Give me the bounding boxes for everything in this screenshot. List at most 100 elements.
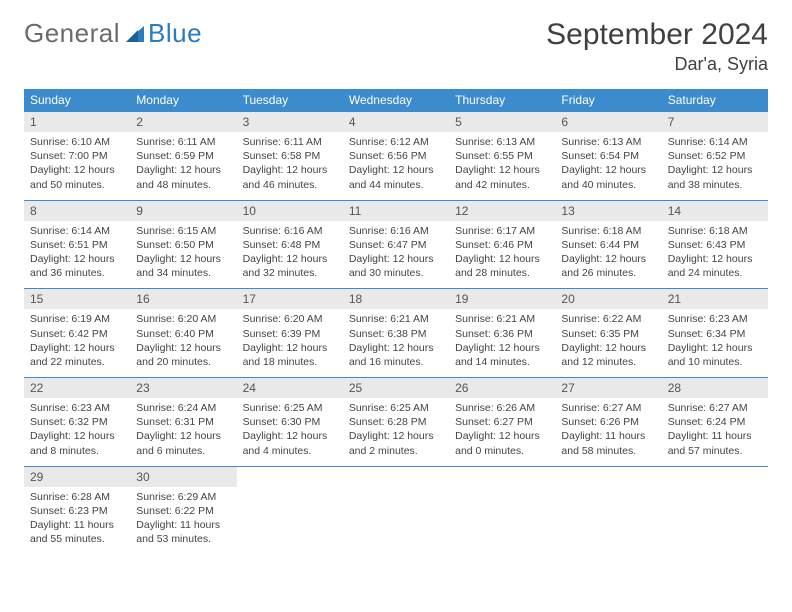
title-block: September 2024 Dar'a, Syria [546, 18, 768, 75]
daylight-text: Daylight: 11 hours and 55 minutes. [30, 518, 124, 546]
day-number: 13 [555, 200, 661, 221]
day-number: 20 [555, 289, 661, 310]
daylight-text: Daylight: 11 hours and 58 minutes. [561, 429, 655, 457]
sunset-text: Sunset: 6:30 PM [243, 415, 337, 429]
empty-day-number [237, 466, 343, 487]
sunset-text: Sunset: 6:34 PM [668, 327, 762, 341]
logo-text-general: General [24, 18, 120, 49]
week-number-row: 891011121314 [24, 200, 768, 221]
day-cell: Sunrise: 6:12 AMSunset: 6:56 PMDaylight:… [343, 132, 449, 200]
day-number: 22 [24, 378, 130, 399]
sunset-text: Sunset: 6:54 PM [561, 149, 655, 163]
day-number: 5 [449, 112, 555, 133]
sunset-text: Sunset: 6:38 PM [349, 327, 443, 341]
sunset-text: Sunset: 6:39 PM [243, 327, 337, 341]
sunrise-text: Sunrise: 6:20 AM [136, 312, 230, 326]
sunrise-text: Sunrise: 6:16 AM [243, 224, 337, 238]
day-number: 28 [662, 378, 768, 399]
daylight-text: Daylight: 12 hours and 0 minutes. [455, 429, 549, 457]
day-cell: Sunrise: 6:25 AMSunset: 6:30 PMDaylight:… [237, 398, 343, 466]
empty-day-cell [449, 487, 555, 555]
day-cell: Sunrise: 6:21 AMSunset: 6:36 PMDaylight:… [449, 309, 555, 377]
sunset-text: Sunset: 6:26 PM [561, 415, 655, 429]
day-number: 9 [130, 200, 236, 221]
day-cell: Sunrise: 6:28 AMSunset: 6:23 PMDaylight:… [24, 487, 130, 555]
daylight-text: Daylight: 12 hours and 30 minutes. [349, 252, 443, 280]
daylight-text: Daylight: 12 hours and 36 minutes. [30, 252, 124, 280]
day-cell: Sunrise: 6:18 AMSunset: 6:44 PMDaylight:… [555, 221, 661, 289]
day-number: 18 [343, 289, 449, 310]
day-cell: Sunrise: 6:29 AMSunset: 6:22 PMDaylight:… [130, 487, 236, 555]
sunrise-text: Sunrise: 6:25 AM [349, 401, 443, 415]
day-cell: Sunrise: 6:18 AMSunset: 6:43 PMDaylight:… [662, 221, 768, 289]
week-number-row: 15161718192021 [24, 289, 768, 310]
empty-day-number [449, 466, 555, 487]
day-cell: Sunrise: 6:23 AMSunset: 6:32 PMDaylight:… [24, 398, 130, 466]
day-number: 14 [662, 200, 768, 221]
sunset-text: Sunset: 6:22 PM [136, 504, 230, 518]
day-cell: Sunrise: 6:26 AMSunset: 6:27 PMDaylight:… [449, 398, 555, 466]
day-number: 27 [555, 378, 661, 399]
daylight-text: Daylight: 12 hours and 22 minutes. [30, 341, 124, 369]
sunrise-text: Sunrise: 6:12 AM [349, 135, 443, 149]
day-number: 15 [24, 289, 130, 310]
day-cell: Sunrise: 6:25 AMSunset: 6:28 PMDaylight:… [343, 398, 449, 466]
sunrise-text: Sunrise: 6:25 AM [243, 401, 337, 415]
day-cell: Sunrise: 6:27 AMSunset: 6:24 PMDaylight:… [662, 398, 768, 466]
sunrise-text: Sunrise: 6:17 AM [455, 224, 549, 238]
calendar-table: SundayMondayTuesdayWednesdayThursdayFrid… [24, 89, 768, 554]
daylight-text: Daylight: 12 hours and 32 minutes. [243, 252, 337, 280]
day-number: 8 [24, 200, 130, 221]
sunset-text: Sunset: 6:43 PM [668, 238, 762, 252]
daylight-text: Daylight: 12 hours and 10 minutes. [668, 341, 762, 369]
sunset-text: Sunset: 6:23 PM [30, 504, 124, 518]
day-number: 17 [237, 289, 343, 310]
sunrise-text: Sunrise: 6:21 AM [455, 312, 549, 326]
daylight-text: Daylight: 12 hours and 6 minutes. [136, 429, 230, 457]
week-number-row: 2930 [24, 466, 768, 487]
location-label: Dar'a, Syria [546, 54, 768, 75]
day-cell: Sunrise: 6:13 AMSunset: 6:54 PMDaylight:… [555, 132, 661, 200]
day-cell: Sunrise: 6:14 AMSunset: 6:52 PMDaylight:… [662, 132, 768, 200]
day-number: 4 [343, 112, 449, 133]
daylight-text: Daylight: 11 hours and 57 minutes. [668, 429, 762, 457]
sunrise-text: Sunrise: 6:23 AM [668, 312, 762, 326]
day-cell: Sunrise: 6:14 AMSunset: 6:51 PMDaylight:… [24, 221, 130, 289]
day-number: 1 [24, 112, 130, 133]
sunset-text: Sunset: 6:55 PM [455, 149, 549, 163]
sunrise-text: Sunrise: 6:18 AM [668, 224, 762, 238]
day-cell: Sunrise: 6:21 AMSunset: 6:38 PMDaylight:… [343, 309, 449, 377]
empty-day-cell [555, 487, 661, 555]
sunrise-text: Sunrise: 6:14 AM [668, 135, 762, 149]
day-cell: Sunrise: 6:22 AMSunset: 6:35 PMDaylight:… [555, 309, 661, 377]
sunrise-text: Sunrise: 6:10 AM [30, 135, 124, 149]
sunset-text: Sunset: 6:51 PM [30, 238, 124, 252]
day-number: 10 [237, 200, 343, 221]
daylight-text: Daylight: 12 hours and 46 minutes. [243, 163, 337, 191]
day-cell: Sunrise: 6:20 AMSunset: 6:39 PMDaylight:… [237, 309, 343, 377]
day-cell: Sunrise: 6:11 AMSunset: 6:58 PMDaylight:… [237, 132, 343, 200]
sunset-text: Sunset: 6:46 PM [455, 238, 549, 252]
sunset-text: Sunset: 6:52 PM [668, 149, 762, 163]
day-number: 6 [555, 112, 661, 133]
sunrise-text: Sunrise: 6:23 AM [30, 401, 124, 415]
day-header-row: SundayMondayTuesdayWednesdayThursdayFrid… [24, 89, 768, 112]
sunset-text: Sunset: 6:27 PM [455, 415, 549, 429]
sunset-text: Sunset: 6:24 PM [668, 415, 762, 429]
day-number: 3 [237, 112, 343, 133]
sunset-text: Sunset: 6:40 PM [136, 327, 230, 341]
daylight-text: Daylight: 12 hours and 48 minutes. [136, 163, 230, 191]
daylight-text: Daylight: 12 hours and 26 minutes. [561, 252, 655, 280]
day-number: 16 [130, 289, 236, 310]
daylight-text: Daylight: 12 hours and 8 minutes. [30, 429, 124, 457]
sunset-text: Sunset: 6:56 PM [349, 149, 443, 163]
day-cell: Sunrise: 6:19 AMSunset: 6:42 PMDaylight:… [24, 309, 130, 377]
sunset-text: Sunset: 6:31 PM [136, 415, 230, 429]
sunrise-text: Sunrise: 6:13 AM [455, 135, 549, 149]
day-header: Sunday [24, 89, 130, 112]
day-cell: Sunrise: 6:27 AMSunset: 6:26 PMDaylight:… [555, 398, 661, 466]
day-cell: Sunrise: 6:11 AMSunset: 6:59 PMDaylight:… [130, 132, 236, 200]
sunrise-text: Sunrise: 6:22 AM [561, 312, 655, 326]
day-header: Monday [130, 89, 236, 112]
week-content-row: Sunrise: 6:19 AMSunset: 6:42 PMDaylight:… [24, 309, 768, 377]
